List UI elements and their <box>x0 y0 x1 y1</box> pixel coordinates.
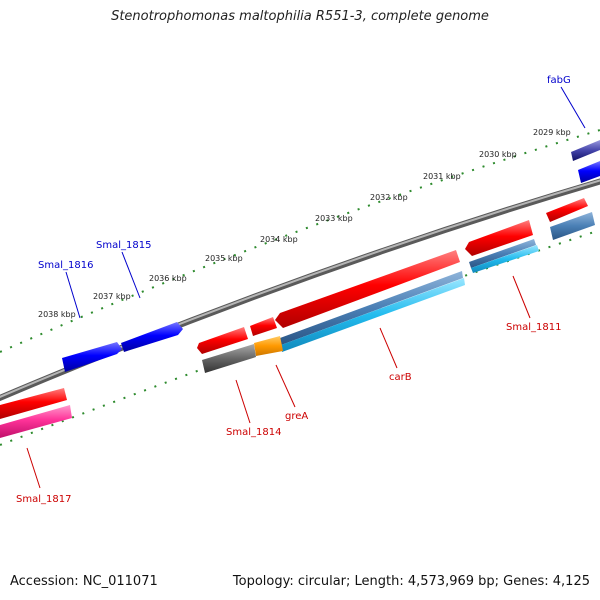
kbp-label-2033: 2033 kbp <box>315 214 353 223</box>
label-smal-1817: Smal_1817 <box>16 494 71 505</box>
accession-text: Accession: NC_011071 <box>10 574 158 589</box>
label-fabG: fabG <box>547 75 571 86</box>
kbp-label-2029: 2029 kbp <box>533 128 571 137</box>
gene-red-right[interactable] <box>546 198 588 222</box>
outer-ring-dots <box>0 129 600 353</box>
gene-smal-1816[interactable] <box>62 342 122 372</box>
kbp-label-2032: 2032 kbp <box>370 193 408 202</box>
label-smal-1815: Smal_1815 <box>96 240 151 251</box>
kbp-label-2036: 2036 kbp <box>149 274 187 283</box>
gene-blue-right[interactable] <box>578 161 600 183</box>
kbp-label-2035: 2035 kbp <box>205 254 243 263</box>
label-smal-1816: Smal_1816 <box>38 260 93 271</box>
kbp-label-2030: 2030 kbp <box>479 150 517 159</box>
genome-backbone <box>0 178 600 402</box>
gene-labels: fabG Smal_1815 Smal_1816 Smal_1811 carB … <box>16 75 571 505</box>
gene-smal-1814[interactable] <box>197 327 248 354</box>
reverse-strand-genes <box>0 161 600 438</box>
map-title: Stenotrophomonas maltophilia R551-3, com… <box>111 9 489 24</box>
gene-steel-right[interactable] <box>550 212 595 240</box>
gene-carB-cyan[interactable] <box>281 278 465 352</box>
gene-smal-1811[interactable] <box>465 220 533 256</box>
genome-summary-text: Topology: circular; Length: 4,573,969 bp… <box>232 574 590 589</box>
label-carB: carB <box>389 372 412 383</box>
kbp-label-2038: 2038 kbp <box>38 310 76 319</box>
label-smal-1814: Smal_1814 <box>226 427 281 438</box>
gene-smal-1811-cyan[interactable] <box>471 245 539 273</box>
gene-smal-1814-gray[interactable] <box>202 344 256 373</box>
forward-strand-genes <box>62 140 600 372</box>
label-greA: greA <box>285 411 308 422</box>
gene-greA-orange[interactable] <box>254 336 283 356</box>
label-callouts <box>26 86 586 489</box>
gene-smal-1817-magenta[interactable] <box>0 405 72 438</box>
gene-carB[interactable] <box>275 250 460 328</box>
kbp-label-2037: 2037 kbp <box>93 292 131 301</box>
kbp-labels: 2029 kbp 2030 kbp 2031 kbp 2032 kbp 2033… <box>38 128 571 319</box>
gene-smal-1815[interactable] <box>121 322 183 352</box>
kbp-label-2031: 2031 kbp <box>423 172 461 181</box>
gene-fabG[interactable] <box>571 140 600 161</box>
gene-smal-1817[interactable] <box>0 388 67 419</box>
gene-carB-steel[interactable] <box>280 271 463 345</box>
gene-greA[interactable] <box>250 317 277 336</box>
kbp-label-2034: 2034 kbp <box>260 235 298 244</box>
label-smal-1811: Smal_1811 <box>506 322 561 333</box>
outer-tick-ring <box>0 129 600 353</box>
gene-smal-1811-lower[interactable] <box>469 239 536 268</box>
